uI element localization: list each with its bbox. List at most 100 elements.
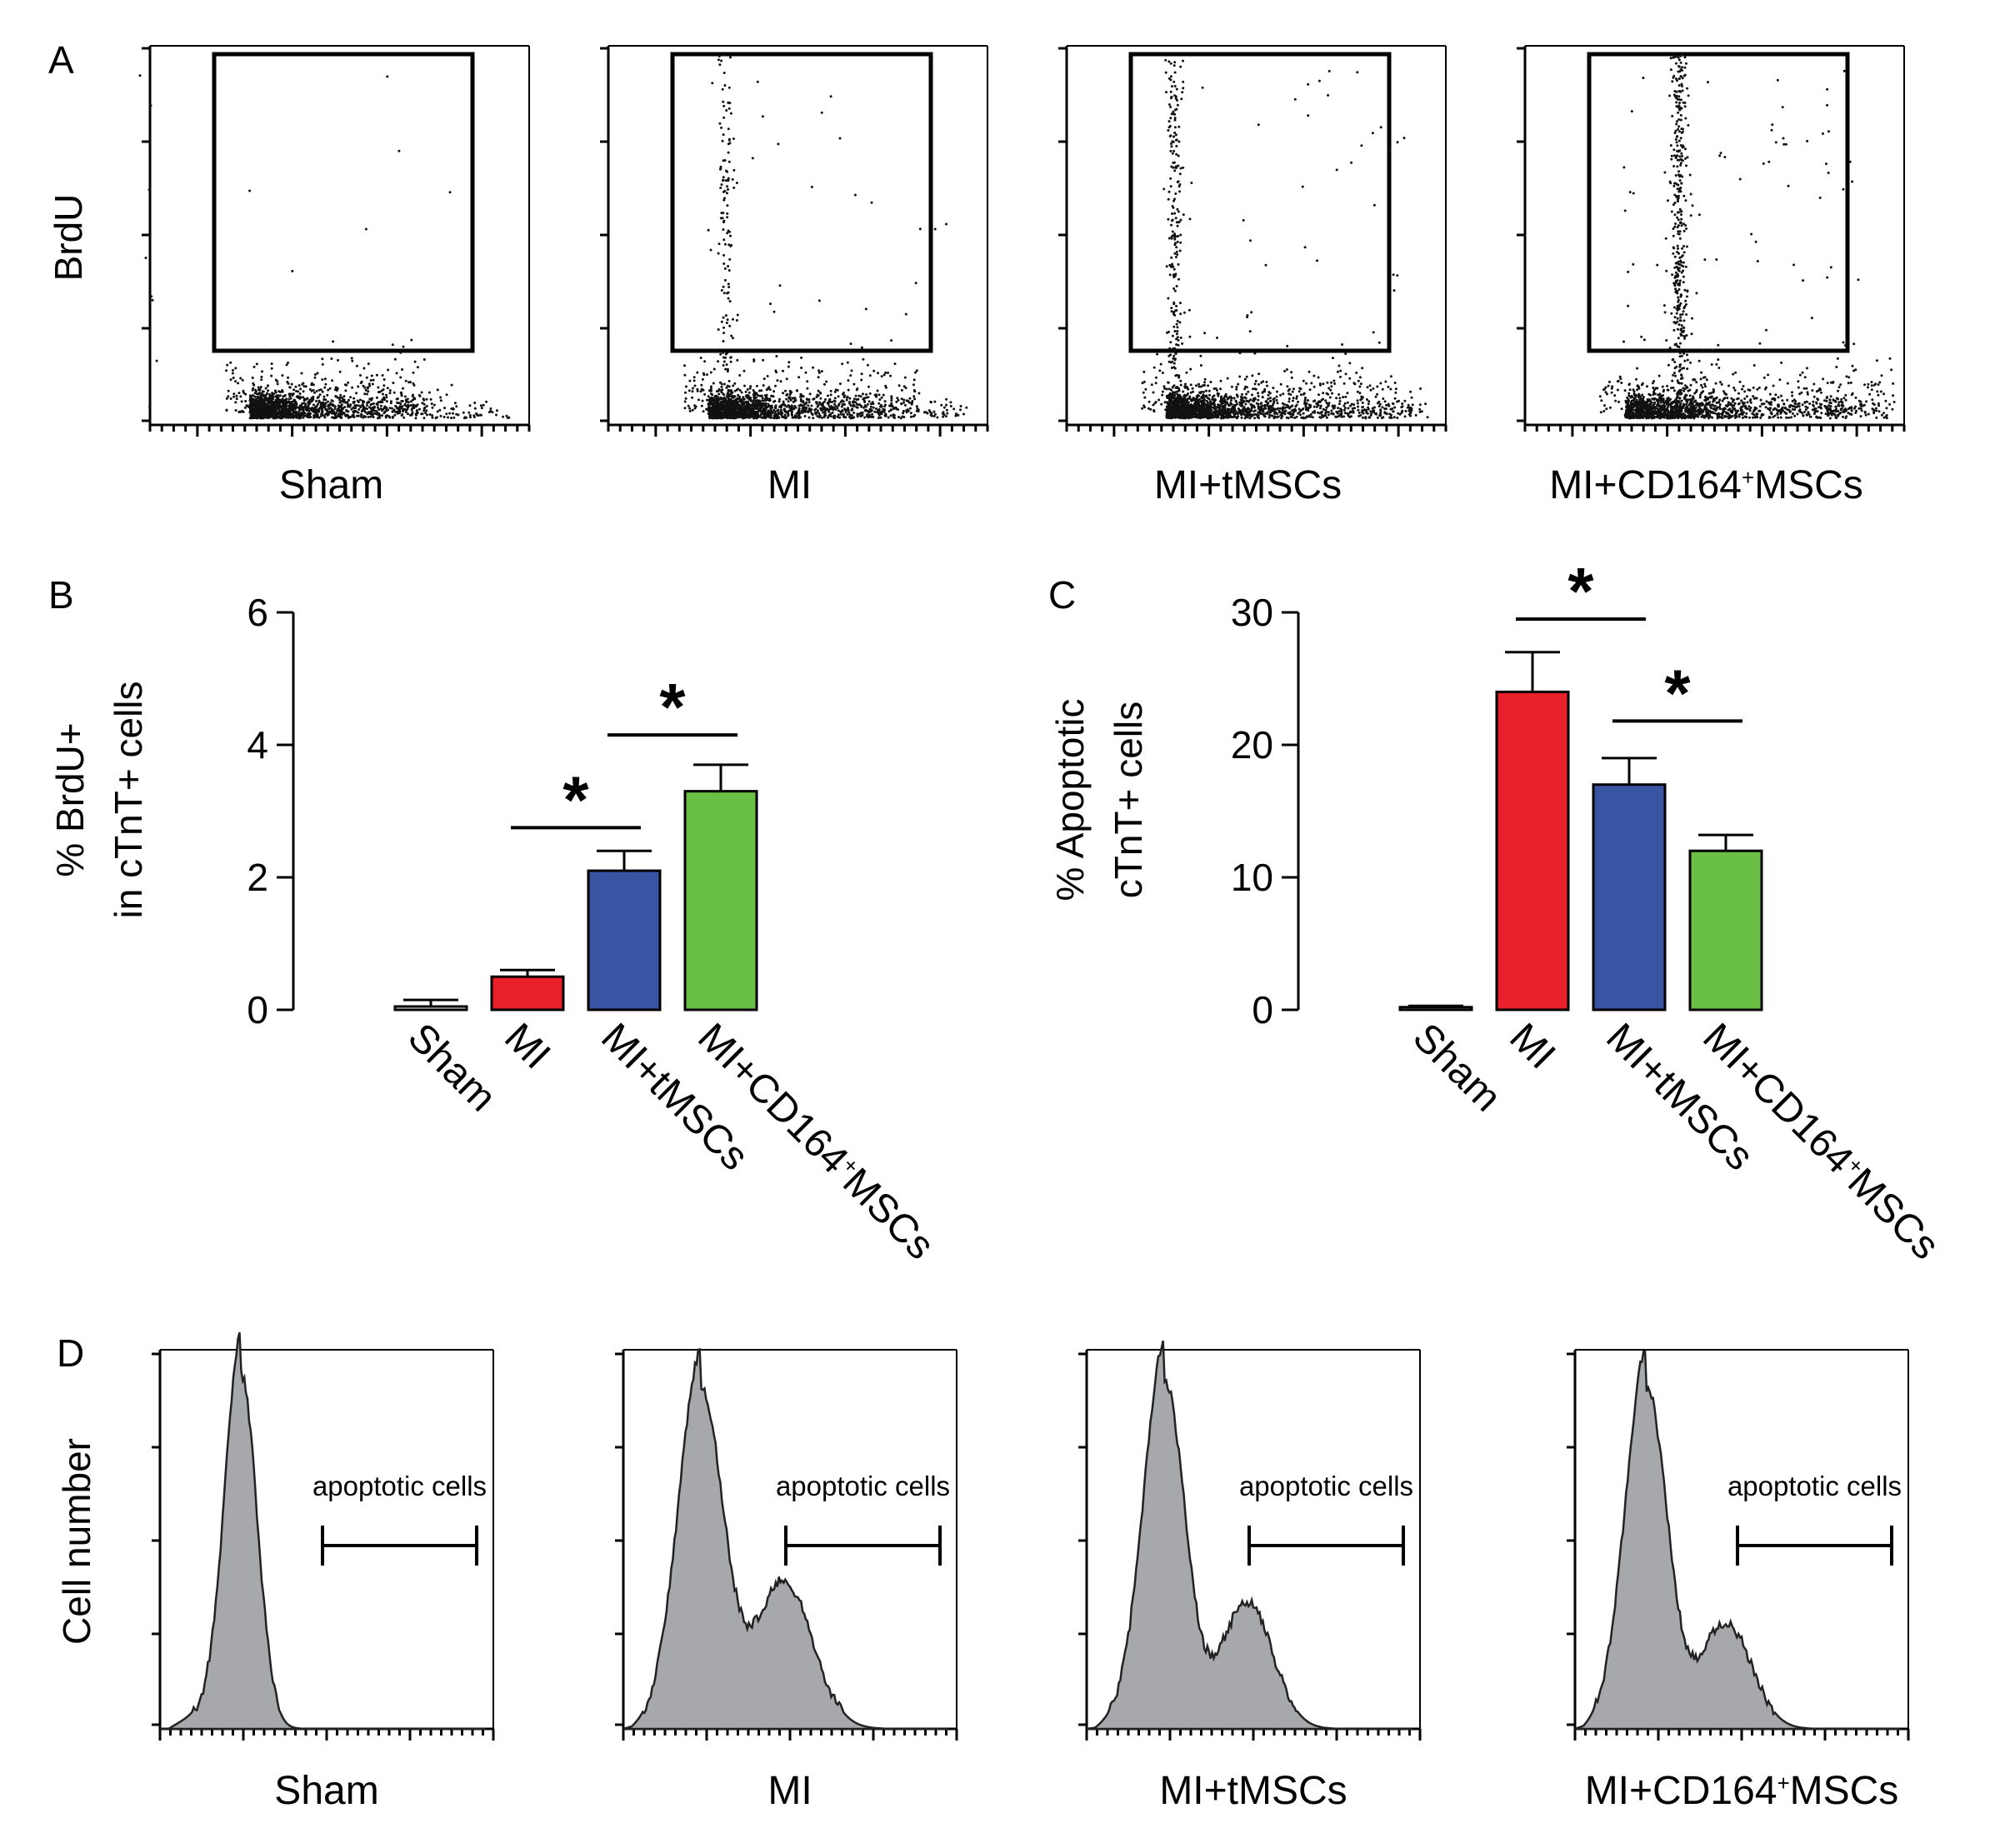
event-dot [944, 415, 948, 418]
event-dot [752, 389, 755, 392]
event-dot [462, 411, 465, 414]
event-dot [1409, 412, 1412, 415]
event-dot [691, 396, 694, 399]
event-dot [349, 403, 352, 407]
event-dot [1364, 416, 1368, 419]
event-dot [1411, 403, 1414, 407]
event-dot [729, 360, 732, 363]
event-dot [691, 408, 694, 412]
event-dot [842, 392, 845, 394]
event-dot [841, 362, 844, 366]
event-dot [254, 388, 257, 392]
event-dot [782, 369, 784, 372]
event-dot [902, 410, 905, 413]
event-dot [292, 412, 295, 416]
event-dot [1187, 416, 1190, 419]
event-dot [292, 392, 295, 396]
event-dot [1236, 417, 1239, 420]
event-dot [742, 369, 746, 372]
event-dot [728, 86, 731, 89]
event-dot [684, 397, 688, 400]
event-dot [371, 414, 374, 417]
event-dot [807, 404, 810, 407]
event-dot [761, 397, 764, 400]
event-dot [852, 397, 856, 401]
event-dot [265, 402, 268, 406]
event-dot [273, 412, 276, 415]
event-dot [318, 401, 321, 404]
event-dot [267, 412, 270, 416]
event-dot [729, 356, 732, 359]
event-dot [293, 398, 297, 402]
event-dot [1200, 413, 1203, 417]
event-dot [959, 408, 962, 412]
event-dot [1215, 413, 1218, 417]
event-dot [761, 115, 764, 118]
event-dot [868, 413, 871, 417]
event-dot [914, 282, 918, 285]
event-dot [846, 361, 849, 364]
event-dot [887, 416, 890, 419]
event-dot [388, 415, 391, 418]
event-dot [278, 407, 281, 410]
event-dot [1315, 405, 1318, 408]
event-dot [290, 392, 293, 396]
event-dot [352, 397, 356, 400]
event-dot [861, 414, 864, 417]
event-dot [308, 402, 311, 406]
event-dot [728, 379, 731, 382]
event-dot [954, 413, 958, 417]
event-dot [940, 403, 943, 407]
event-dot [431, 414, 434, 417]
event-dot [1241, 396, 1244, 399]
event-dot [407, 401, 410, 404]
event-dot [727, 101, 730, 104]
event-dot [304, 385, 308, 388]
event-dot [774, 369, 778, 372]
event-dot [242, 389, 245, 392]
event-dot [851, 407, 854, 411]
event-dot [260, 378, 263, 382]
event-dot [258, 396, 262, 398]
event-dot [782, 416, 785, 419]
event-dot [302, 407, 305, 411]
event-dot [915, 409, 918, 412]
event-dot [711, 399, 714, 402]
event-dot [1258, 382, 1260, 386]
event-dot [749, 399, 752, 402]
event-dot [708, 412, 711, 415]
event-dot [255, 362, 258, 366]
event-dot [722, 198, 726, 202]
event-dot [845, 398, 848, 402]
event-dot [1268, 413, 1271, 417]
event-dot [800, 356, 803, 359]
event-dot [359, 374, 362, 377]
event-dot [884, 412, 888, 416]
event-dot [336, 387, 339, 391]
event-dot [729, 234, 732, 237]
event-dot [1359, 414, 1362, 417]
event-dot [270, 402, 273, 406]
event-dot [846, 395, 849, 398]
event-dot [1263, 415, 1267, 418]
event-dot [727, 297, 730, 300]
event-dot [798, 407, 801, 410]
event-dot [377, 391, 380, 394]
dot-plot-1: Sham [138, 45, 531, 507]
event-dot [339, 404, 342, 407]
event-dot [251, 397, 254, 401]
event-dot [304, 402, 308, 406]
event-dot [274, 378, 278, 382]
event-dot [295, 395, 298, 398]
event-dot [1210, 408, 1213, 412]
event-dot [788, 407, 792, 410]
event-dot [395, 372, 398, 375]
event-dot [436, 388, 439, 392]
event-dot [225, 409, 228, 412]
event-dot [355, 364, 358, 367]
event-dot [1245, 392, 1248, 396]
event-dot [362, 384, 365, 387]
event-dot [870, 409, 873, 412]
event-dot [758, 404, 761, 407]
event-dot [428, 391, 431, 394]
